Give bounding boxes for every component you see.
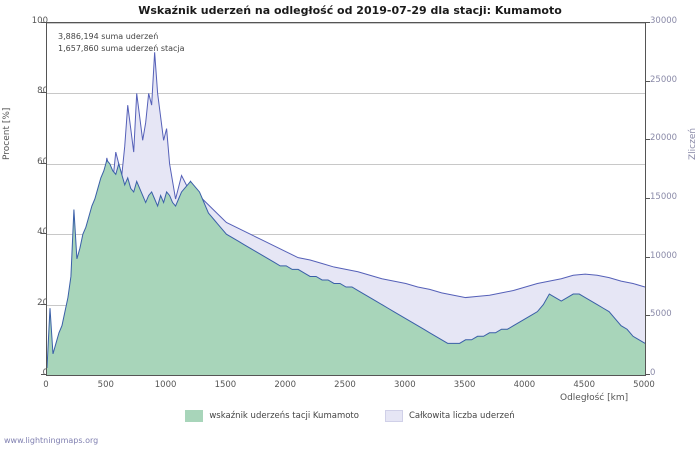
y-tickmark-right xyxy=(645,315,650,317)
y-axis-left-label: Procent [%] xyxy=(2,107,12,160)
y-tick-right: 0 xyxy=(650,368,656,378)
legend-item-total[interactable]: Całkowita liczba uderzeń xyxy=(384,410,515,422)
y-tickmark-left xyxy=(41,303,46,305)
legend-swatch-total xyxy=(384,410,403,422)
x-tick: 0 xyxy=(43,380,49,390)
y-tick-right: 30000 xyxy=(650,16,678,26)
x-tick: 2500 xyxy=(334,380,356,390)
page-title: Wskaźnik uderzeń na odległość od 2019-07… xyxy=(138,4,562,17)
y-tick-right: 25000 xyxy=(650,74,678,85)
y-tickmark-left xyxy=(41,162,46,164)
legend-swatch-station xyxy=(185,410,204,422)
legend-item-station[interactable]: wskaźnik uderzeńs tacji Kumamoto xyxy=(185,410,359,422)
y-tick-left: 40 xyxy=(37,227,48,238)
x-tick: 3000 xyxy=(393,380,416,390)
x-tick: 2000 xyxy=(274,380,296,390)
y-tickmark-right xyxy=(645,256,650,258)
y-tickmark-left xyxy=(41,92,46,94)
x-tick: 1500 xyxy=(214,380,237,390)
y-tickmark-right xyxy=(645,198,650,199)
annotation-station-strokes: 1,657,860 suma uderzeń stacja xyxy=(58,44,185,53)
plot-area xyxy=(46,22,646,376)
gridline xyxy=(47,163,645,165)
legend-label-total: Całkowita liczba uderzeń xyxy=(408,411,515,421)
series-area xyxy=(47,160,645,375)
y-tick-left: 20 xyxy=(37,297,48,308)
chart-canvas xyxy=(47,23,645,375)
y-tick-right: 20000 xyxy=(650,133,678,144)
y-tick-right: 10000 xyxy=(650,250,678,261)
y-tick-left: 100 xyxy=(31,16,48,26)
legend-label-station: wskaźnik uderzeńs tacji Kumamoto xyxy=(209,411,359,421)
footer-url: www.lightningmaps.org xyxy=(4,436,99,445)
y-tick-left: 0 xyxy=(8,368,48,378)
x-tick: 1000 xyxy=(154,380,177,390)
y-tickmark-right xyxy=(645,374,650,375)
x-tick: 5000 xyxy=(633,380,655,390)
gridline xyxy=(47,23,645,24)
series-line xyxy=(47,160,645,368)
y-tickmark-left xyxy=(41,374,46,375)
x-tick: 500 xyxy=(97,380,114,390)
y-tickmark-right xyxy=(645,80,650,82)
y-tick-left: 60 xyxy=(37,156,48,167)
annotation-total-strokes: 3,886,194 suma uderzeń xyxy=(58,32,159,41)
chart-legend: wskaźnik uderzeńs tacji Kumamoto Całkowi… xyxy=(0,410,700,422)
gridline xyxy=(47,234,645,236)
x-tick: 3500 xyxy=(453,380,476,390)
y-tick-right: 15000 xyxy=(650,192,678,202)
x-axis-label: Odległość [km] xyxy=(560,393,629,403)
y-tickmark-right xyxy=(645,139,650,141)
y-tickmark-left xyxy=(41,22,46,23)
x-tick: 4500 xyxy=(573,380,595,390)
y-tick-left: 80 xyxy=(37,86,48,97)
x-tick: 4000 xyxy=(513,380,536,390)
y-tickmark-right xyxy=(645,22,650,23)
y-tick-right: 5000 xyxy=(650,309,672,320)
y-tickmark-left xyxy=(41,233,46,235)
gridline xyxy=(47,93,645,95)
